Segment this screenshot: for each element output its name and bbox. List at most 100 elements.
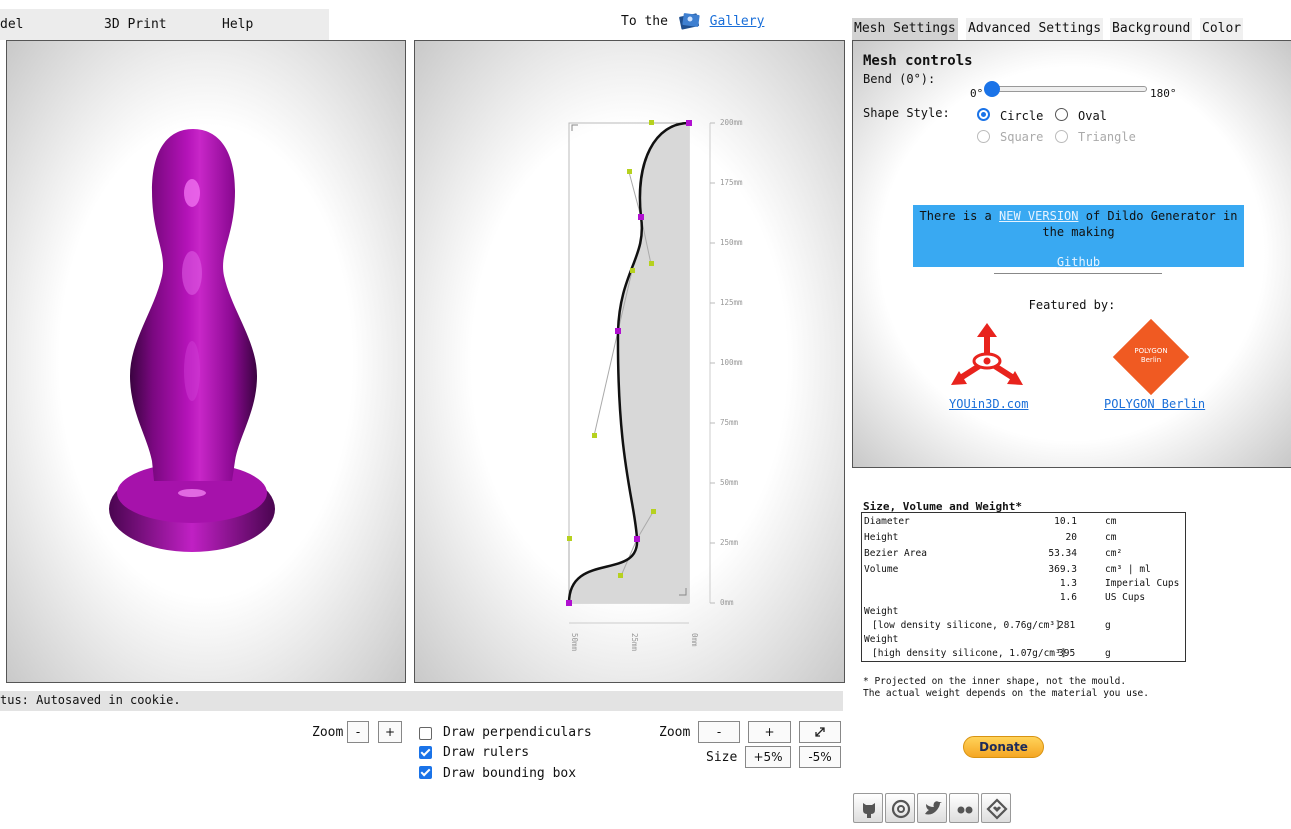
banner-prefix: There is a [919, 209, 992, 223]
draw-bounding-box-checkbox[interactable] [419, 766, 432, 779]
bend-min-label: 0° [970, 87, 984, 100]
settings-tabs: Mesh Settings Advanced Settings Backgrou… [852, 18, 1291, 40]
ruler-label: 200mm [720, 118, 743, 127]
youin3d-logo[interactable] [945, 321, 1029, 395]
weight-notes: * Projected on the inner shape, not the … [863, 676, 1149, 700]
twitter-icon[interactable] [917, 793, 947, 823]
weight-label: Weight [864, 634, 899, 645]
new-version-link[interactable]: NEW VERSION [999, 209, 1079, 223]
status-text: tus: Autosaved in cookie. [0, 693, 181, 707]
at-sign-icon [891, 799, 911, 819]
fit-view-button[interactable] [799, 721, 841, 743]
ruler-label: 25mm [720, 538, 739, 547]
zoom-in-3d-button[interactable]: + [378, 721, 402, 743]
curve-editor-viewport[interactable]: 200mm 175mm 150mm 125mm 100mm 75mm 50mm … [414, 40, 845, 683]
gallery-link-area: To the Gallery [621, 9, 764, 31]
shape-triangle-radio [1055, 130, 1068, 143]
mesh-controls-heading: Mesh controls [863, 53, 973, 69]
anchor-points[interactable] [566, 120, 692, 606]
shape-oval-radio[interactable] [1055, 108, 1068, 121]
ruler-label: 0mm [720, 598, 734, 607]
menu-item-help[interactable]: Help [222, 17, 254, 32]
bezier-curve-editor: 200mm 175mm 150mm 125mm 100mm 75mm 50mm … [566, 118, 743, 652]
table-row-unit: cm [1105, 532, 1117, 543]
dots-icon [957, 806, 973, 814]
ruler-label: 50mm [570, 633, 579, 652]
shape-style-label: Shape Style: [863, 106, 950, 120]
shape-area [569, 123, 689, 603]
featured-by-label: Featured by: [1028, 298, 1116, 312]
table-row-unit: cm² [1105, 548, 1123, 559]
bend-slider-thumb[interactable] [984, 81, 1000, 97]
table-row-value: 1.3 [1059, 578, 1077, 589]
tab-mesh-settings[interactable]: Mesh Settings [852, 18, 958, 40]
table-row-unit: Imperial Cups [1105, 578, 1180, 589]
table-row-label: Height [864, 532, 899, 543]
draw-perpendiculars-label: Draw perpendiculars [443, 725, 592, 740]
github-link[interactable]: Github [1056, 255, 1101, 269]
shape-oval-label: Oval [1078, 109, 1107, 123]
table-row-value: 1.6 [1059, 592, 1077, 603]
weight-low-value: 281 [1058, 620, 1076, 631]
3d-preview-viewport[interactable] [6, 40, 406, 683]
ruler-label: 0mm [690, 633, 699, 647]
ruler-label: 175mm [720, 178, 743, 187]
size-increase-button[interactable]: +5% [745, 746, 791, 768]
weight-high-desc: [high density silicone, 1.07g/cm³] [872, 648, 1067, 659]
ruler-label: 125mm [720, 298, 743, 307]
donate-button[interactable]: Donate [963, 736, 1044, 758]
gallery-icon[interactable] [676, 9, 702, 31]
table-row-value: 10.1 [1054, 516, 1077, 527]
draw-bounding-box-label: Draw bounding box [443, 766, 577, 781]
ruler-label: 25mm [630, 633, 639, 652]
weight-label: Weight [864, 606, 899, 617]
3d-model-render [109, 129, 275, 552]
menu-bar: del 3D Print Help [0, 9, 329, 40]
featured-link-youin3d[interactable]: YOUin3D.com [949, 397, 1029, 411]
bend-max-label: 180° [1150, 87, 1177, 100]
polygon-logo-line: POLYGON [1134, 347, 1168, 355]
featured-link-polygon-berlin[interactable]: POLYGON Berlin [1104, 397, 1206, 411]
weight-unit: g [1105, 648, 1111, 659]
size-decrease-button[interactable]: -5% [799, 746, 841, 768]
table-row-value: 53.34 [1048, 548, 1077, 559]
draw-perpendiculars-checkbox[interactable] [419, 727, 432, 740]
heart-diamond-icon [986, 798, 1008, 820]
shape-circle-radio[interactable] [977, 108, 990, 121]
bend-slider-track[interactable] [984, 81, 1147, 97]
table-row-label: Volume [864, 564, 899, 575]
flickr-icon[interactable] [949, 793, 979, 823]
email-icon[interactable] [885, 793, 915, 823]
bird-icon [925, 801, 942, 815]
status-bar: tus: Autosaved in cookie. [0, 691, 843, 711]
weight-high-value: 395 [1058, 648, 1076, 659]
zoom-in-2d-button[interactable]: + [748, 721, 791, 743]
ruler-label: 100mm [720, 358, 743, 367]
gallery-prefix: To the [621, 14, 668, 29]
zoom-out-2d-button[interactable]: - [698, 721, 740, 743]
github-icon-glyph [863, 803, 875, 818]
gallery-link[interactable]: Gallery [709, 14, 765, 29]
control-points[interactable] [567, 120, 656, 578]
size-label: Size [706, 750, 738, 765]
thingiverse-icon[interactable] [981, 793, 1011, 823]
tab-color[interactable]: Color [1200, 18, 1244, 40]
tab-advanced-settings[interactable]: Advanced Settings [966, 18, 1104, 40]
zoom-out-3d-button[interactable]: - [347, 721, 369, 743]
expand-icon [815, 727, 825, 737]
draw-rulers-checkbox[interactable] [419, 746, 432, 759]
bend-label: Bend (0°): [863, 72, 936, 86]
profile-curve[interactable] [567, 121, 690, 604]
github-icon[interactable] [853, 793, 883, 823]
size-volume-weight-title: Size, Volume and Weight* [863, 500, 1022, 513]
note-line: The actual weight depends on the materia… [863, 688, 1149, 699]
tab-background[interactable]: Background [1110, 18, 1193, 40]
menu-item-3d-print[interactable]: 3D Print [104, 17, 167, 32]
table-row-value: 369.3 [1048, 564, 1077, 575]
weight-low-desc: [low density silicone, 0.76g/cm³] [872, 620, 1061, 631]
note-line: * Projected on the inner shape, not the … [863, 676, 1127, 687]
menu-item-model[interactable]: del [0, 17, 24, 32]
polygon-logo-line: Berlin [1140, 356, 1162, 364]
shape-circle-label: Circle [1000, 109, 1044, 123]
horizontal-ruler: 50mm 25mm 0mm [570, 633, 699, 652]
